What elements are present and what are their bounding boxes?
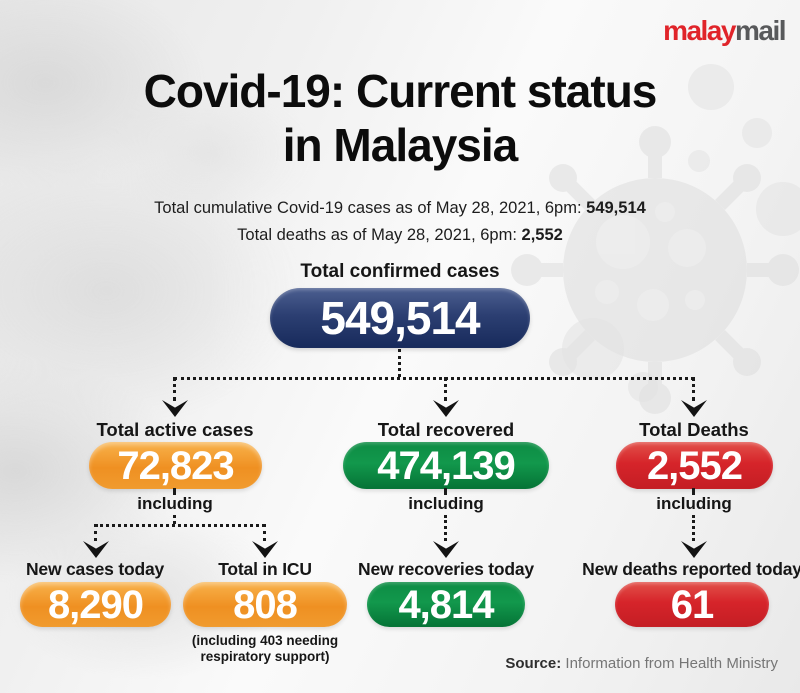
source-label: Source: [505, 655, 562, 672]
arrow-down-icon [433, 541, 459, 558]
logo-part-malay: malay [663, 15, 736, 46]
including-label-recovered: including [408, 494, 484, 513]
source-text: Information from Health Ministry [565, 655, 778, 672]
icu-note: (including 403 needing respiratory suppo… [191, 633, 339, 664]
total-deaths-pill: 2,552 [616, 442, 773, 489]
decor-dot [562, 318, 624, 380]
connector-line [444, 488, 447, 494]
decor-dot [742, 118, 772, 148]
title-line1: Covid-19: Current status [143, 65, 658, 117]
new-cases-today-pill: 8,290 [20, 582, 171, 627]
connector-line [173, 488, 176, 494]
connector-line [95, 524, 265, 527]
subtitle-line2: Total deaths as of May 28, 2021, 6pm: 2,… [237, 226, 563, 244]
branch-label-recovered: Total recovered [377, 419, 515, 440]
logo-part-mail: mail [734, 15, 787, 46]
connector-line [692, 377, 695, 401]
arrow-down-icon [681, 400, 707, 417]
arrow-down-icon [681, 541, 707, 558]
total-deaths-value: 2,552 [521, 226, 563, 244]
arrow-down-icon [433, 400, 459, 417]
subtitle: Total cumulative Covid-19 cases as of Ma… [0, 195, 800, 249]
connector-line [398, 349, 401, 377]
leaf-label-new-recoveries: New recoveries today [358, 559, 534, 579]
including-label-deaths: including [656, 494, 732, 513]
total-confirmed-cases-pill: 549,514 [270, 288, 530, 348]
total-active-cases-pill: 72,823 [89, 442, 262, 489]
connector-line [94, 524, 97, 541]
new-recoveries-today-pill: 4,814 [367, 582, 525, 627]
decor-dot [688, 64, 734, 110]
decor-dot [688, 150, 710, 172]
connector-line [692, 515, 695, 541]
cumulative-cases-value: 549,514 [586, 199, 646, 217]
total-in-icu-pill: 808 [183, 582, 347, 627]
connector-line [444, 515, 447, 541]
leaf-label-icu: Total in ICU [218, 559, 312, 579]
arrow-down-icon [252, 541, 278, 558]
title-line2: in Malaysia [282, 119, 518, 171]
total-recovered-pill: 474,139 [343, 442, 549, 489]
connector-line [263, 524, 266, 541]
malaymail-logo: malaymail [663, 15, 787, 47]
connector-line [692, 488, 695, 494]
source-line: Source: Information from Health Ministry [505, 655, 778, 672]
connector-line [174, 377, 694, 380]
decor-dot [756, 182, 800, 236]
leaf-label-new-cases: New cases today [25, 559, 165, 579]
root-node-label: Total confirmed cases [300, 261, 500, 282]
branch-label-active: Total active cases [96, 419, 254, 440]
leaf-label-new-deaths: New deaths reported today [582, 559, 800, 579]
new-deaths-today-pill: 61 [615, 582, 769, 627]
arrow-down-icon [83, 541, 109, 558]
branch-label-deaths: Total Deaths [639, 419, 749, 440]
including-label-active: including [137, 494, 213, 513]
arrow-down-icon [162, 400, 188, 417]
page-title: Covid-19: Current status in Malaysia [0, 64, 800, 172]
connector-line [444, 377, 447, 401]
connector-line [173, 515, 176, 524]
subtitle-line1: Total cumulative Covid-19 cases as of Ma… [154, 199, 646, 217]
connector-line [173, 377, 176, 401]
